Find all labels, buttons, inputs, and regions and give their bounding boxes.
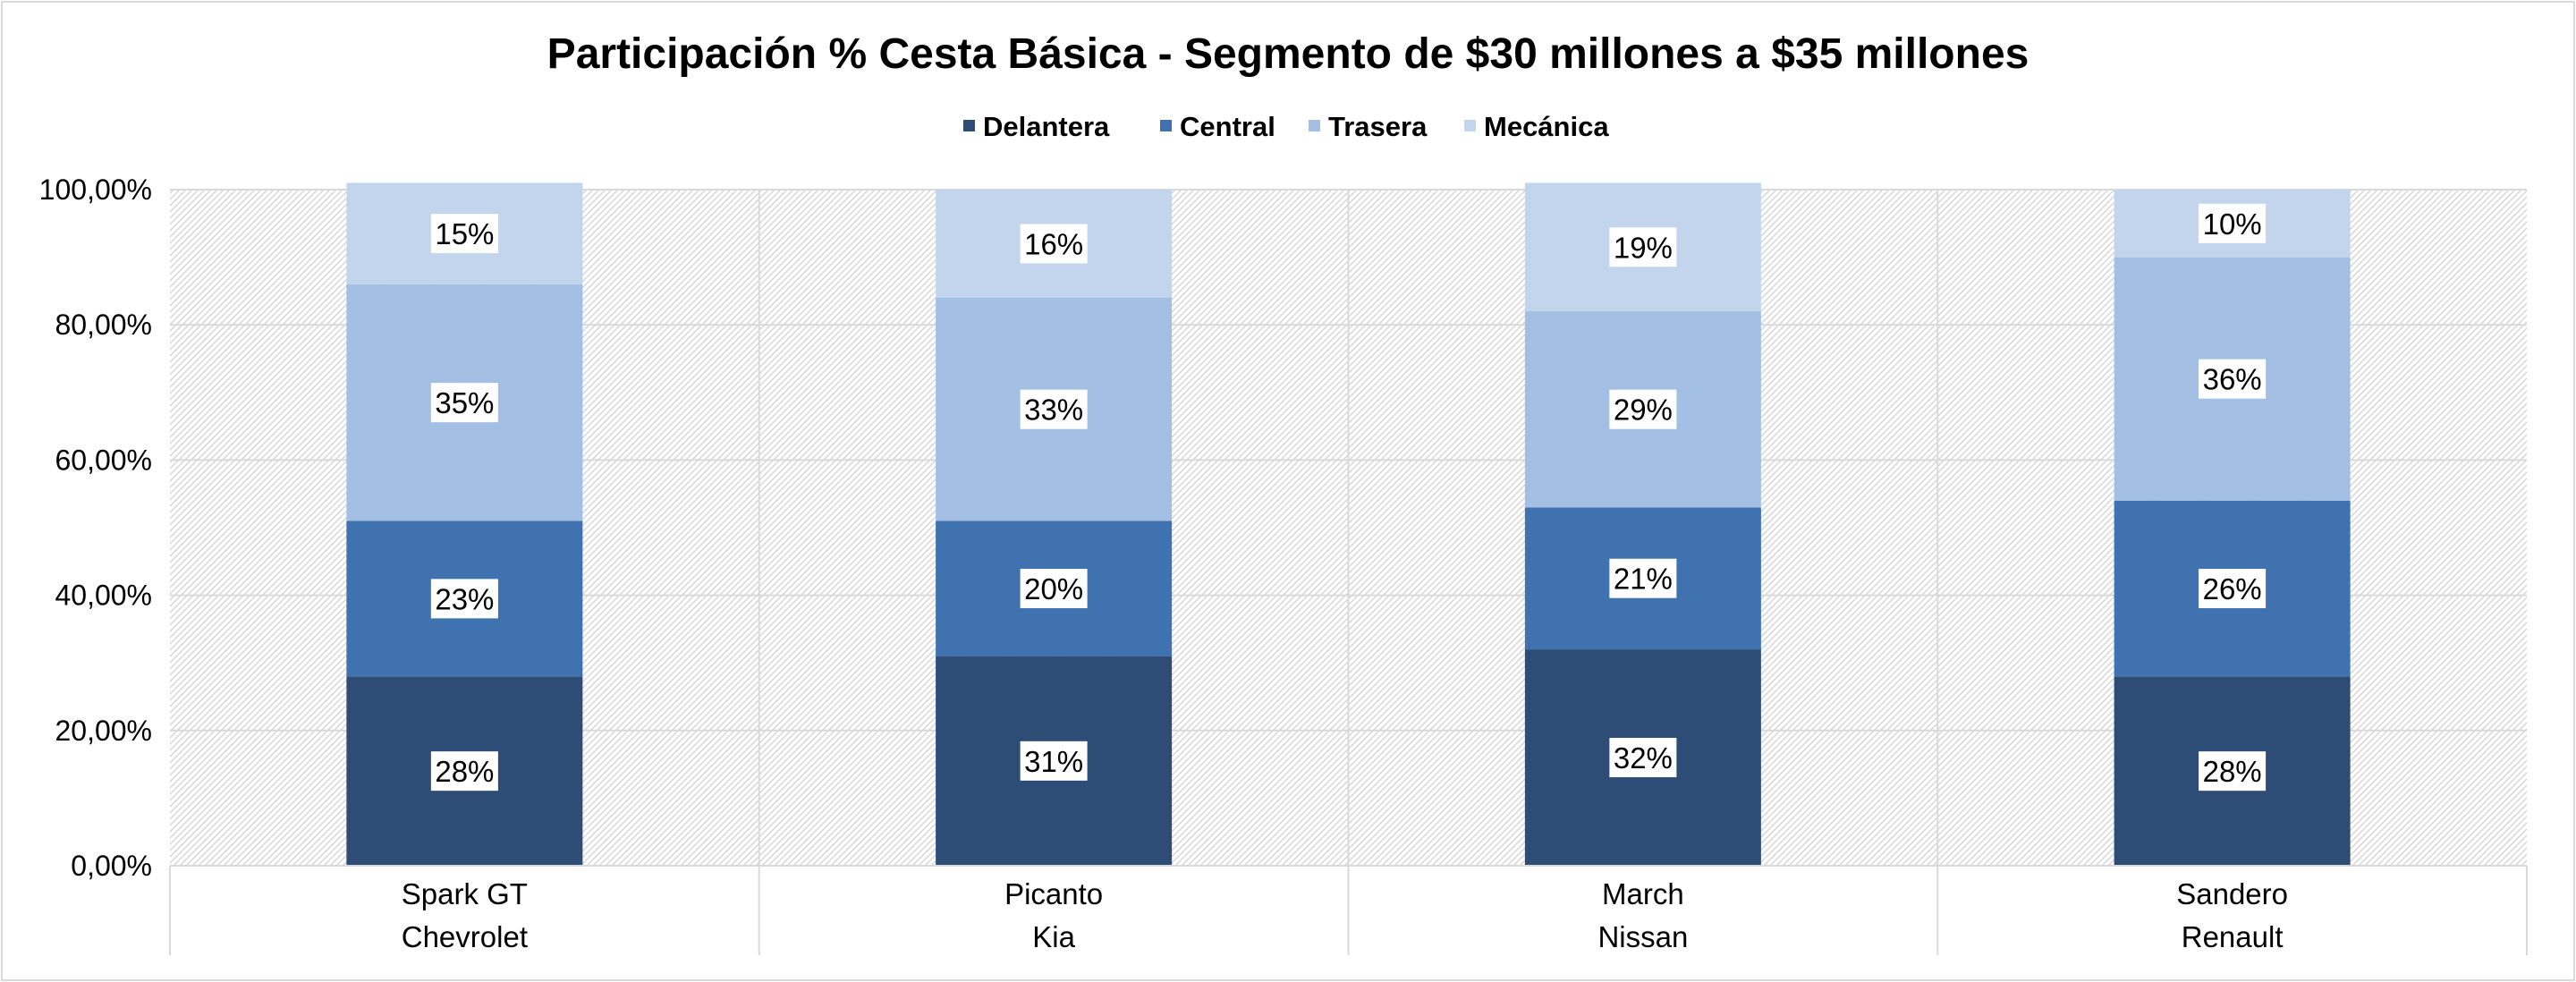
data-label: 33% bbox=[1024, 394, 1083, 427]
legend-swatch bbox=[1309, 120, 1320, 131]
data-label: 29% bbox=[1614, 394, 1673, 427]
legend-label: Trasera bbox=[1328, 111, 1428, 142]
y-tick-label: 0,00% bbox=[71, 850, 152, 882]
x-category-model: Sandero bbox=[2176, 877, 2288, 910]
x-category-brand: Renault bbox=[2182, 920, 2284, 953]
data-label-box bbox=[2199, 569, 2267, 609]
data-label-box bbox=[1020, 569, 1088, 609]
data-label-box bbox=[2199, 359, 2267, 399]
legend-label: Mecánica bbox=[1484, 111, 1609, 142]
data-label-box bbox=[1020, 741, 1088, 781]
data-label: 16% bbox=[1024, 227, 1083, 260]
x-category-model: March bbox=[1602, 877, 1684, 910]
y-tick-label: 20,00% bbox=[55, 715, 152, 747]
x-category-model: Picanto bbox=[1004, 877, 1103, 910]
bars: 28% 23% 35% 15% 31% 20% 33% 16% 32% 21% 29% 19% 28% 2… bbox=[346, 182, 2351, 866]
data-label: 26% bbox=[2203, 572, 2262, 605]
data-label: 28% bbox=[2203, 755, 2262, 788]
data-label-box bbox=[2199, 751, 2267, 792]
data-label: 32% bbox=[1614, 741, 1673, 775]
data-label-box bbox=[430, 214, 498, 254]
data-label-box bbox=[2199, 203, 2267, 243]
legend-swatch bbox=[1160, 120, 1172, 131]
y-tick-label: 100,00% bbox=[39, 174, 152, 206]
data-label: 15% bbox=[435, 217, 494, 250]
x-category-model: Spark GT bbox=[402, 877, 528, 910]
data-label-box bbox=[1020, 389, 1088, 429]
y-axis: 0,00% 20,00% 40,00% 60,00% 80,00% 100,00% bbox=[39, 174, 152, 882]
data-label: 36% bbox=[2203, 363, 2262, 396]
y-tick-label: 60,00% bbox=[55, 444, 152, 476]
data-label-box bbox=[1609, 389, 1677, 429]
x-category-brand: Kia bbox=[1032, 920, 1075, 953]
x-category-brand: Nissan bbox=[1597, 920, 1688, 953]
legend: Delantera Central Trasera Mecánica bbox=[963, 111, 1609, 142]
legend-label: Delantera bbox=[983, 111, 1110, 142]
y-tick-label: 80,00% bbox=[55, 309, 152, 341]
legend-swatch bbox=[1464, 120, 1476, 131]
x-category-brand: Chevrolet bbox=[402, 920, 528, 953]
legend-swatch bbox=[963, 120, 975, 131]
data-label: 35% bbox=[435, 386, 494, 419]
y-tick-label: 40,00% bbox=[55, 580, 152, 612]
x-axis: Spark GT Chevrolet Picanto Kia March Nissan Sa… bbox=[169, 865, 2528, 955]
data-label: 10% bbox=[2203, 207, 2262, 241]
data-label-box bbox=[430, 383, 498, 423]
data-label-box bbox=[430, 579, 498, 619]
data-label-box bbox=[1609, 227, 1677, 267]
data-label: 31% bbox=[1024, 745, 1083, 778]
data-label: 23% bbox=[435, 582, 494, 615]
data-label-box bbox=[1020, 224, 1088, 264]
data-label: 19% bbox=[1614, 231, 1673, 264]
data-label: 28% bbox=[435, 755, 494, 788]
data-label-box bbox=[1609, 558, 1677, 598]
data-label-box bbox=[430, 751, 498, 792]
data-label-box bbox=[1609, 738, 1677, 778]
legend-label: Central bbox=[1180, 111, 1275, 142]
data-label: 20% bbox=[1024, 572, 1083, 605]
data-label: 21% bbox=[1614, 563, 1673, 596]
chart-title: Participación % Cesta Básica - Segmento … bbox=[547, 30, 2029, 78]
